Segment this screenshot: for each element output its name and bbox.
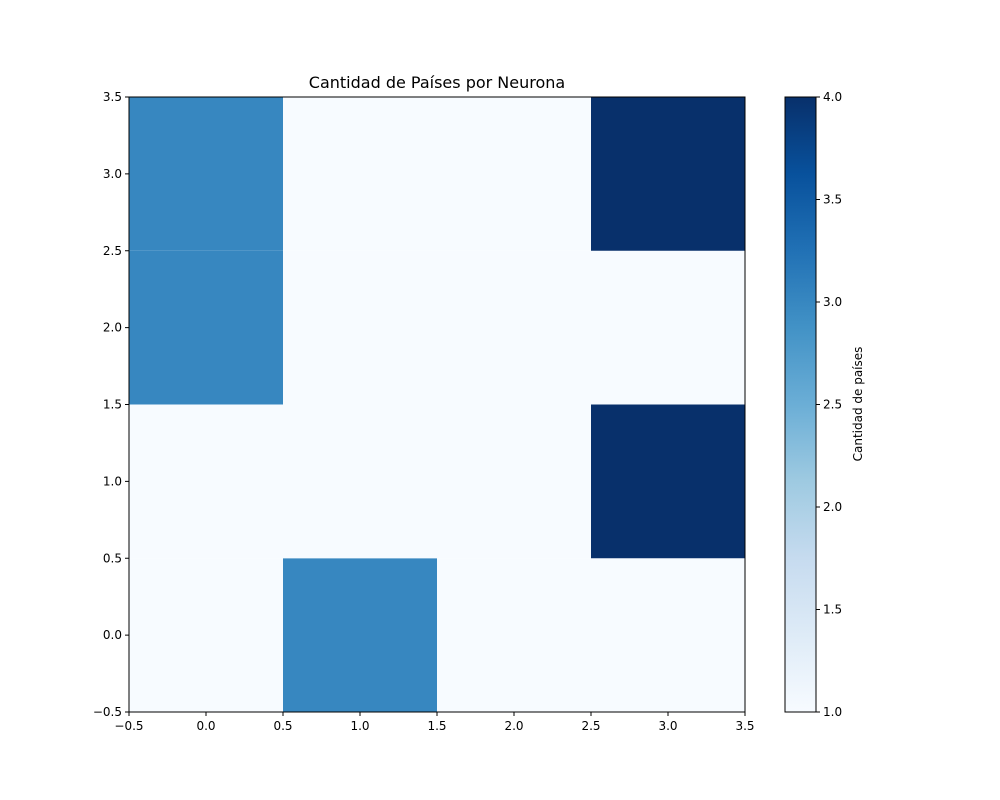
heatmap-cell <box>129 250 283 405</box>
y-tick-label: 0.0 <box>103 628 122 642</box>
x-tick-label: 2.0 <box>504 719 523 733</box>
x-tick-label: 2.5 <box>581 719 600 733</box>
x-tick-label: 1.5 <box>427 719 446 733</box>
colorbar-tick-label: 3.0 <box>823 295 842 309</box>
x-tick-label: 3.0 <box>658 719 677 733</box>
y-tick-label: 0.5 <box>103 551 122 565</box>
colorbar-tick-label: 1.5 <box>823 603 842 617</box>
colorbar-gradient <box>785 97 816 712</box>
colorbar-label: Cantidad de países <box>851 347 865 462</box>
heatmap-cell <box>591 558 745 712</box>
heatmap-cell <box>591 97 745 251</box>
x-tick-label: 0.5 <box>273 719 292 733</box>
x-tick-label: 3.5 <box>735 719 754 733</box>
heatmap-cell <box>437 404 591 559</box>
heatmap-cell <box>129 404 283 559</box>
chart-title: Cantidad de Países por Neurona <box>309 73 565 92</box>
colorbar-axis: 1.0 1.5 2.0 2.5 3.0 3.5 4.0 <box>816 90 842 719</box>
colorbar-tick-label: 2.5 <box>823 398 842 412</box>
x-tick-label: 1.0 <box>350 719 369 733</box>
heatmap-cell <box>283 558 437 712</box>
heatmap-cell <box>129 558 283 712</box>
heatmap-cell <box>129 97 283 251</box>
colorbar-tick-label: 3.5 <box>823 193 842 207</box>
x-tick-label: 0.0 <box>196 719 215 733</box>
y-tick-label: 3.0 <box>103 167 122 181</box>
x-tick-label: −0.5 <box>114 719 143 733</box>
heatmap-cell <box>283 97 437 251</box>
y-tick-label: 2.5 <box>103 244 122 258</box>
heatmap-cell <box>437 558 591 712</box>
colorbar-tick-label: 1.0 <box>823 705 842 719</box>
heatmap-cell <box>437 250 591 405</box>
y-tick-label: 3.5 <box>103 90 122 104</box>
heatmap-cell <box>591 250 745 405</box>
y-tick-label: 1.5 <box>103 398 122 412</box>
x-axis: −0.5 0.0 0.5 1.0 1.5 2.0 2.5 3.0 3.5 <box>114 712 755 733</box>
heatmap-cell <box>437 97 591 251</box>
heatmap-cell <box>283 250 437 405</box>
y-tick-label: 1.0 <box>103 474 122 488</box>
y-axis: −0.5 0.0 0.5 1.0 1.5 2.0 2.5 3.0 3.5 <box>93 90 129 719</box>
colorbar-tick-label: 2.0 <box>823 500 842 514</box>
heatmap-cell <box>283 404 437 559</box>
heatmap-cell <box>591 404 745 559</box>
y-tick-label: −0.5 <box>93 705 122 719</box>
y-tick-label: 2.0 <box>103 321 122 335</box>
heatmap-cells <box>129 97 745 712</box>
colorbar-tick-label: 4.0 <box>823 90 842 104</box>
